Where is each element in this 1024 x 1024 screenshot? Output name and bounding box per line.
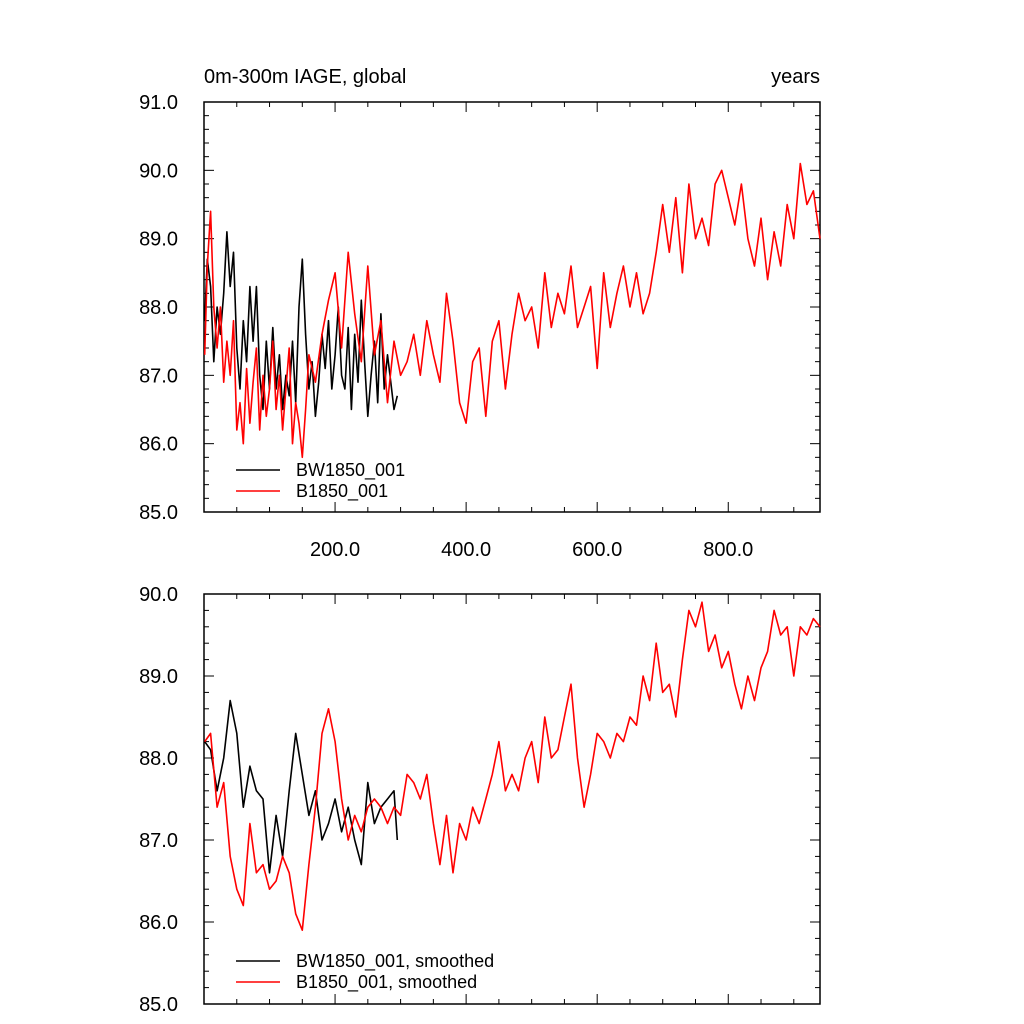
bottom-axis-ticks (203, 593, 820, 1005)
bottom-panel: 85.0 86.0 87.0 88.0 89.0 90.0 BW1850_001, smo… (139, 584, 821, 1016)
top-ytick-label: 88.0 (139, 297, 178, 319)
top-ytick-label: 91.0 (139, 92, 178, 114)
bottom-series-line-red (204, 601, 821, 932)
top-ytick-label: 87.0 (139, 365, 178, 387)
top-xtick-label: 800.0 (703, 539, 753, 561)
top-axis-ticks (203, 101, 820, 513)
top-series-line-red (203, 162, 821, 459)
bottom-ytick-label: 85.0 (139, 994, 178, 1016)
bottom-ytick-label: 87.0 (139, 830, 178, 852)
top-xtick-label: 400.0 (441, 539, 491, 561)
top-legend-label-black: BW1850_001 (296, 460, 405, 481)
top-legend-label-red: B1850_001 (296, 481, 388, 502)
bottom-legend: BW1850_001, smoothed B1850_001, smoothed (236, 951, 494, 993)
top-legend: BW1850_001 B1850_001 (236, 460, 405, 502)
top-y-tick-labels: 85.0 86.0 87.0 88.0 89.0 90.0 91.0 (139, 92, 178, 524)
bottom-plot-frame (203, 593, 821, 1005)
top-chart-title: 0m-300m IAGE, global (204, 66, 406, 88)
top-chart-units: years (771, 66, 820, 88)
bottom-legend-label-black: BW1850_001, smoothed (296, 951, 494, 972)
top-series-group (203, 162, 821, 459)
bottom-ytick-label: 90.0 (139, 584, 178, 606)
bottom-ytick-label: 89.0 (139, 666, 178, 688)
top-plot-frame (203, 101, 821, 513)
bottom-series-line-black (204, 699, 399, 874)
top-ytick-label: 89.0 (139, 229, 178, 251)
top-xtick-label: 600.0 (572, 539, 622, 561)
top-series-line-black (203, 231, 399, 418)
top-ytick-label: 90.0 (139, 160, 178, 182)
top-ytick-label: 86.0 (139, 434, 178, 456)
bottom-legend-label-red: B1850_001, smoothed (296, 972, 477, 993)
bottom-series-group (204, 601, 821, 932)
top-x-tick-labels: 200.0 400.0 600.0 800.0 (310, 539, 753, 561)
top-ytick-label: 85.0 (139, 502, 178, 524)
bottom-ytick-label: 86.0 (139, 912, 178, 934)
top-panel: 0m-300m IAGE, global years 85.086.087.08… (139, 66, 821, 561)
bottom-y-tick-labels: 85.0 86.0 87.0 88.0 89.0 90.0 (139, 584, 178, 1016)
bottom-ytick-label: 88.0 (139, 748, 178, 770)
top-xtick-label: 200.0 (310, 539, 360, 561)
